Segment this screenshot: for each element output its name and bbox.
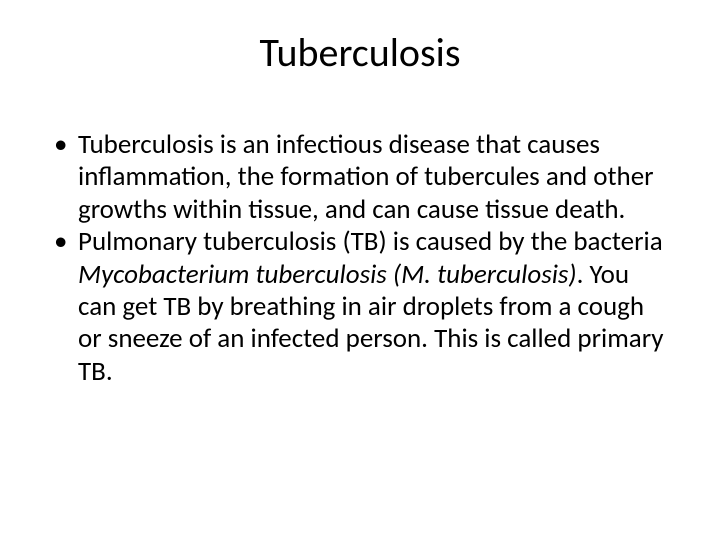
bullet-list: Tuberculosis is an infectious disease th…	[50, 129, 670, 388]
bullet-text: Tuberculosis is an infectious disease th…	[78, 128, 654, 226]
bullet-item: Tuberculosis is an infectious disease th…	[50, 129, 670, 226]
bullet-item: Pulmonary tuberculosis (TB) is caused by…	[50, 226, 670, 388]
bullet-text-italic: Mycobacterium tuberculosis (M. tuberculo…	[78, 258, 577, 291]
bullet-text-prefix: Pulmonary tuberculosis (TB) is caused by…	[78, 225, 663, 258]
slide-title: Tuberculosis	[50, 28, 670, 77]
